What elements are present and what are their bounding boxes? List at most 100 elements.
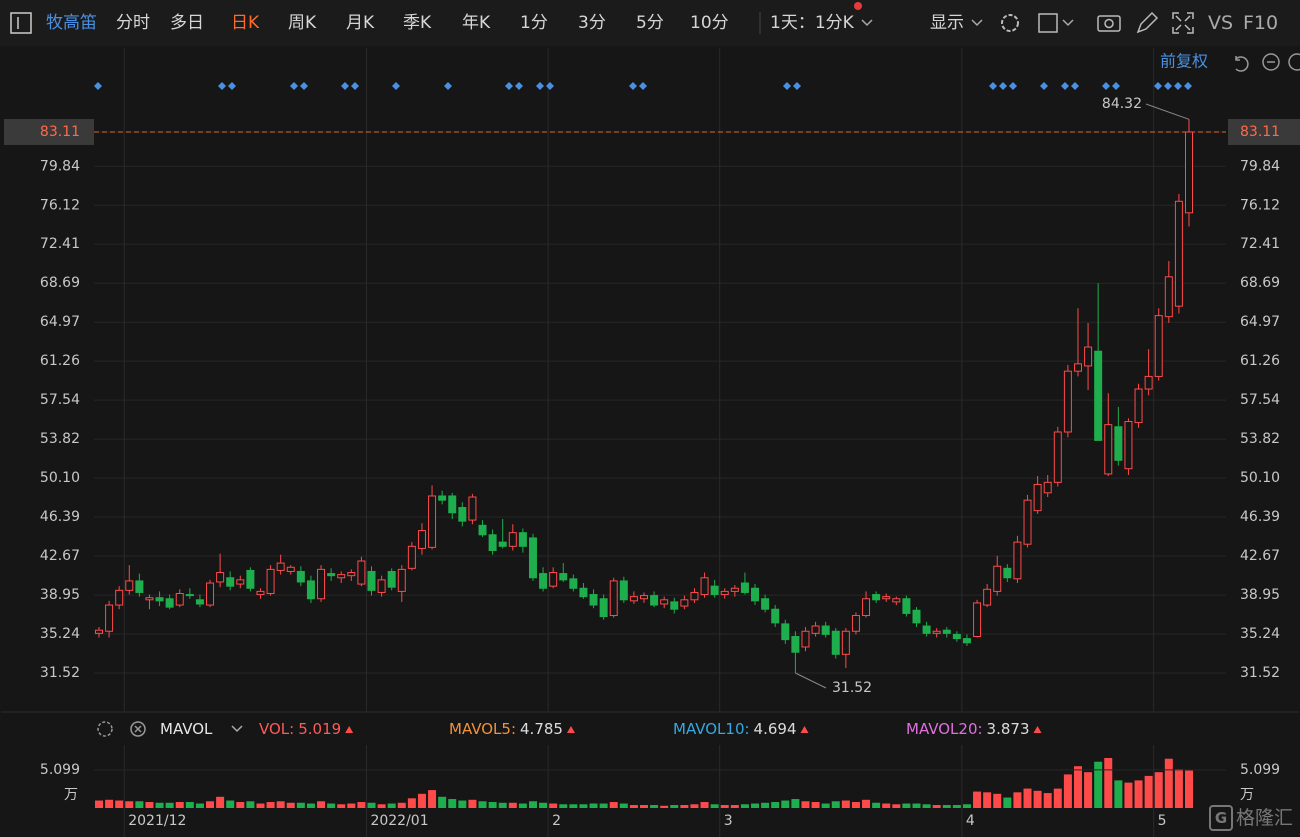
volume-close-icon[interactable] bbox=[130, 721, 146, 737]
volume-bar bbox=[1154, 772, 1163, 808]
candle-body bbox=[902, 598, 911, 614]
y-tick-label: 57.54 bbox=[1240, 392, 1280, 408]
display-menu[interactable]: 显示 bbox=[930, 13, 964, 33]
volume-bar bbox=[690, 804, 699, 808]
volume-bar bbox=[266, 802, 275, 808]
volume-bar bbox=[609, 802, 618, 808]
volume-bar bbox=[1114, 780, 1123, 808]
volume-bar bbox=[801, 801, 810, 808]
candle-body bbox=[1094, 350, 1103, 441]
scroll-icon[interactable] bbox=[1288, 53, 1300, 71]
x-tick-label: 2021/12 bbox=[128, 813, 186, 829]
candle-body bbox=[306, 580, 315, 600]
candle-body bbox=[589, 594, 598, 606]
undo-icon[interactable] bbox=[1235, 56, 1249, 72]
volume-bar bbox=[781, 800, 790, 808]
legend-value: 3.873 bbox=[987, 720, 1030, 738]
volume-bar bbox=[438, 796, 447, 808]
event-marker bbox=[1009, 82, 1017, 90]
adjust-mode[interactable]: 前复权 bbox=[1160, 52, 1208, 71]
settings-icon[interactable] bbox=[1001, 14, 1019, 32]
candle-body bbox=[1114, 426, 1123, 461]
period-tab[interactable]: 周K bbox=[288, 13, 317, 33]
candle-body bbox=[791, 635, 800, 653]
period-tab[interactable]: 3分 bbox=[578, 13, 606, 33]
volume-bar bbox=[508, 802, 517, 808]
candle-body bbox=[1073, 363, 1082, 372]
f10-button[interactable]: F10 bbox=[1243, 12, 1278, 34]
draw-icon[interactable] bbox=[1136, 11, 1159, 34]
x-tick-label: 3 bbox=[724, 813, 733, 829]
camera-icon[interactable] bbox=[1097, 15, 1121, 32]
event-marker bbox=[793, 82, 801, 90]
volume-bar bbox=[448, 799, 457, 808]
period-tabs: 分时 多日 日K 周K 月K 季K 年K 1分 3分 5分 10分 bbox=[116, 13, 729, 33]
y-tick-label: 42.67 bbox=[1240, 548, 1280, 564]
volume-bar bbox=[740, 804, 749, 808]
candle-body bbox=[1053, 431, 1062, 483]
y-tick-label: 31.52 bbox=[1240, 665, 1280, 681]
volume-bar bbox=[1185, 770, 1193, 808]
volume-settings-icon[interactable] bbox=[97, 721, 113, 737]
legend-value: 4.785 bbox=[520, 720, 563, 738]
candle-body bbox=[579, 587, 588, 598]
period-tab[interactable]: 日K bbox=[231, 13, 260, 33]
candle-body bbox=[720, 590, 729, 596]
volume-bar bbox=[962, 804, 971, 808]
candle-body bbox=[145, 597, 154, 601]
layout-icon[interactable] bbox=[1038, 13, 1058, 33]
period-tab[interactable]: 多日 bbox=[170, 13, 204, 33]
candle-body bbox=[377, 579, 386, 593]
candle-body bbox=[730, 587, 739, 592]
period-tab[interactable]: 年K bbox=[462, 13, 491, 33]
candle-body bbox=[942, 629, 951, 634]
y-tick-label: 38.95 bbox=[1240, 587, 1280, 603]
candle-body bbox=[811, 625, 820, 634]
volume-bar bbox=[246, 801, 255, 808]
period-tab[interactable]: 季K bbox=[403, 13, 432, 33]
period-tab[interactable]: 分时 bbox=[116, 13, 150, 33]
menu-icon[interactable] bbox=[10, 12, 32, 34]
period-tab[interactable]: 10分 bbox=[690, 13, 729, 33]
candle-body bbox=[872, 594, 881, 601]
y-tick-label: 5.099 bbox=[1240, 762, 1280, 778]
indicator-name[interactable]: MAVOL bbox=[160, 720, 213, 738]
volume-bar bbox=[821, 803, 830, 808]
event-marker bbox=[1164, 82, 1172, 90]
legend-value: 4.694 bbox=[754, 720, 797, 738]
volume-bar bbox=[670, 805, 679, 808]
candle-body bbox=[1003, 567, 1012, 579]
fullscreen-icon[interactable] bbox=[1172, 12, 1194, 34]
candle-body bbox=[559, 573, 568, 581]
zoom-out-icon[interactable] bbox=[1262, 53, 1280, 71]
volume-bar bbox=[185, 802, 194, 808]
volume-bar bbox=[428, 790, 437, 808]
period-tab[interactable]: 月K bbox=[346, 13, 375, 33]
y-tick-label: 76.12 bbox=[40, 197, 80, 213]
volume-bar bbox=[872, 802, 881, 808]
watermark-logo bbox=[1209, 805, 1233, 831]
event-marker bbox=[218, 82, 226, 90]
trend-arrow bbox=[800, 726, 809, 733]
volume-bar bbox=[1033, 790, 1042, 808]
candle-body bbox=[771, 608, 780, 624]
volume-bar bbox=[1013, 792, 1022, 808]
event-marker bbox=[1040, 82, 1048, 90]
volume-bar bbox=[1053, 788, 1062, 808]
stock-name[interactable]: 牧高笛 bbox=[46, 13, 97, 33]
candle-body bbox=[1154, 315, 1163, 377]
y-tick-label: 35.24 bbox=[40, 626, 80, 642]
legend-label: VOL: bbox=[259, 720, 294, 738]
event-marker bbox=[505, 82, 513, 90]
vs-button[interactable]: VS bbox=[1208, 12, 1233, 34]
period-tab[interactable]: 1分 bbox=[520, 13, 548, 33]
volume-unit: 万 bbox=[64, 787, 78, 803]
legend-value: 5.019 bbox=[298, 720, 341, 738]
volume-bar bbox=[417, 793, 426, 808]
candle-body bbox=[761, 598, 770, 610]
volume-bar bbox=[761, 802, 770, 808]
candle-body bbox=[922, 625, 931, 634]
period-tab[interactable]: 5分 bbox=[636, 13, 664, 33]
period-select[interactable]: 1天：1分K bbox=[770, 13, 855, 33]
